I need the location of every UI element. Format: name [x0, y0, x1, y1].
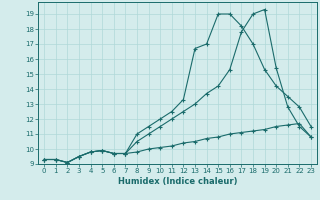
- X-axis label: Humidex (Indice chaleur): Humidex (Indice chaleur): [118, 177, 237, 186]
